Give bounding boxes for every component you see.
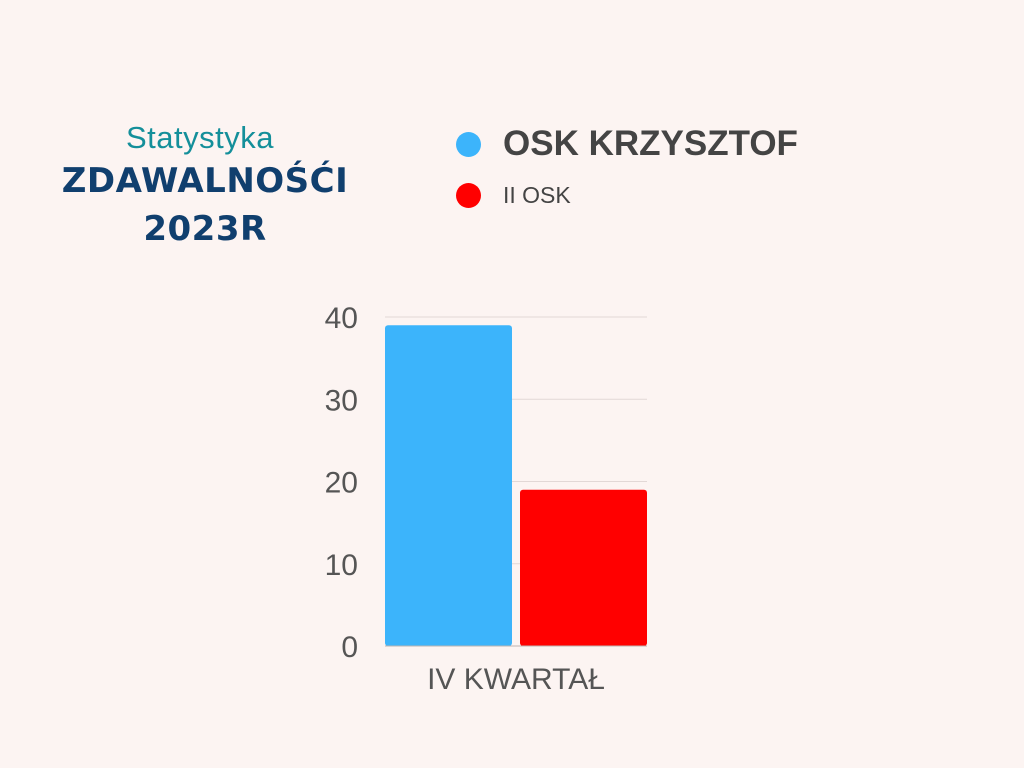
chart-subtitle: Statystyka (126, 120, 274, 155)
legend-label-ii-osk: II OSK (503, 181, 571, 208)
legend-dot-blue (456, 131, 481, 157)
y-tick-label: 30 (325, 384, 358, 417)
chart-title-line2: 2023R (143, 209, 267, 249)
y-tick-label: 20 (325, 467, 358, 500)
y-tick-label: 10 (325, 549, 358, 582)
y-tick-label: 0 (341, 631, 358, 664)
bar-1 (520, 489, 647, 646)
legend-item-osk-krzysztof: OSK KRZYSZTOF (456, 120, 798, 168)
chart-title-block: Statystyka ZDAWALNOŚĆI 2023R (0, 120, 410, 252)
legend: OSK KRZYSZTOF II OSK (456, 120, 798, 222)
legend-dot-red (456, 182, 481, 208)
x-category-label: IV KWARTAŁ (427, 663, 605, 696)
legend-label-osk-krzysztof: OSK KRZYSZTOF (503, 124, 798, 163)
chart-title-line1: ZDAWALNOŚĆI (61, 161, 349, 201)
y-tick-label: 40 (325, 302, 358, 335)
bar-0 (385, 325, 512, 646)
legend-item-ii-osk: II OSK (456, 168, 798, 222)
